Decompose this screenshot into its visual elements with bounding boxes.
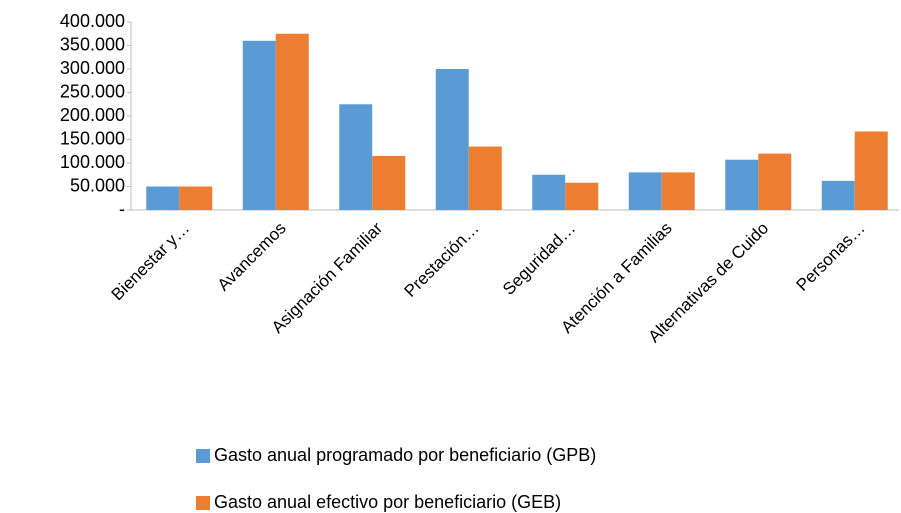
bar <box>242 40 276 210</box>
y-tick-label: 150.000 <box>60 128 125 148</box>
x-tick-label: Asignación Familiar <box>268 218 387 337</box>
y-tick-label: 250.000 <box>60 81 125 101</box>
x-tick-label: Seguridad… <box>499 219 579 299</box>
x-tick-label: Bienestar y… <box>108 219 194 305</box>
legend-swatch <box>196 449 210 463</box>
x-tick-label: Avancemos <box>214 219 290 295</box>
legend-label: Gasto anual efectivo por beneficiario (G… <box>214 492 561 512</box>
y-tick-label: 50.000 <box>70 175 125 195</box>
bar <box>758 153 792 210</box>
bar <box>339 104 373 210</box>
legend-swatch <box>196 496 210 510</box>
bar <box>435 69 469 210</box>
bar <box>628 172 662 210</box>
bar <box>821 180 855 210</box>
bar <box>725 159 759 210</box>
bar <box>854 131 888 210</box>
legend-label: Gasto anual programado por beneficiario … <box>214 445 596 465</box>
bar <box>468 146 502 210</box>
y-tick-label: 350.000 <box>60 34 125 54</box>
y-tick-label: 400.000 <box>60 11 125 31</box>
y-tick-label: 200.000 <box>60 105 125 125</box>
y-tick-label: - <box>119 199 125 219</box>
bar <box>275 33 309 210</box>
bar <box>372 155 406 210</box>
bar <box>661 172 695 210</box>
y-tick-label: 100.000 <box>60 152 125 172</box>
x-tick-label: Prestación… <box>400 219 482 301</box>
bar <box>146 186 180 210</box>
bar <box>179 186 213 210</box>
x-tick-label: Personas… <box>793 219 869 295</box>
bar <box>532 174 566 210</box>
y-tick-label: 300.000 <box>60 58 125 78</box>
bar <box>565 182 599 210</box>
